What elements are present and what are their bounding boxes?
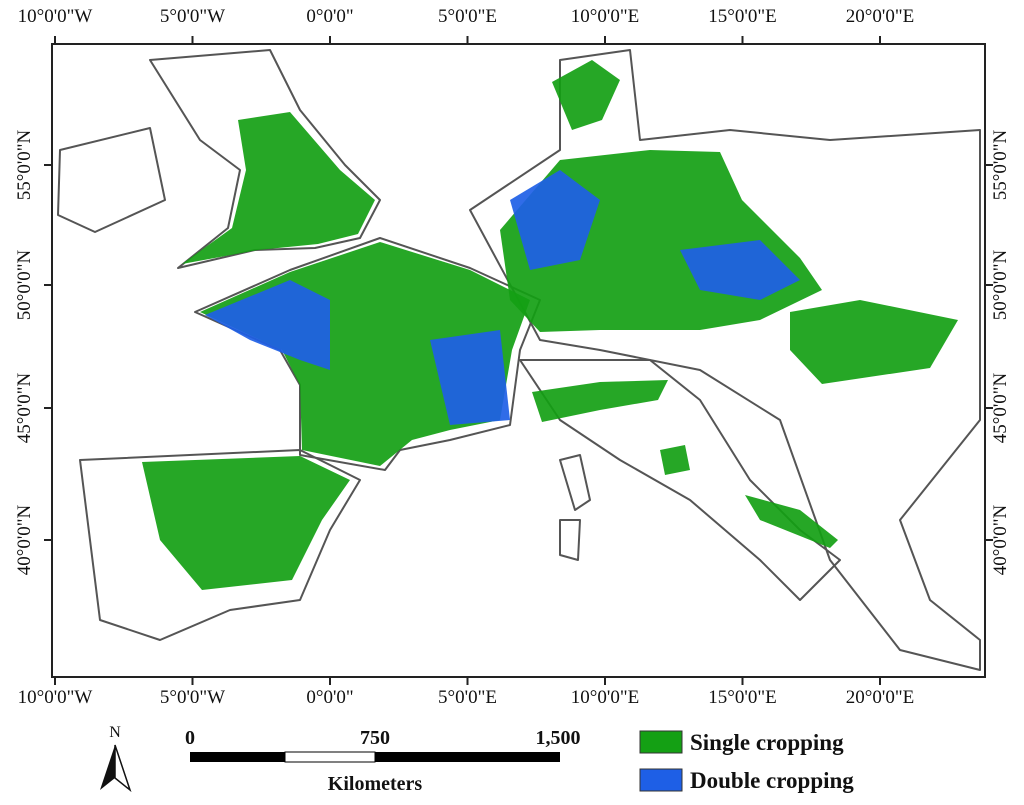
latitude-label: 55°0'0"N — [990, 129, 1011, 200]
italy — [519, 359, 841, 601]
longitude-label: 5°0'0"W — [160, 687, 225, 708]
scale-label: 0 — [185, 727, 195, 749]
latitude-label: 50°0'0"N — [990, 249, 1011, 320]
crop-area — [182, 112, 375, 264]
ireland — [57, 127, 166, 233]
crop-area — [790, 300, 958, 384]
longitude-label: 5°0'0"E — [438, 687, 497, 708]
legend: Single cropping Double cropping — [639, 730, 854, 793]
latitude-label: 45°0'0"N — [14, 372, 35, 443]
legend-label: Double cropping — [690, 768, 854, 793]
scale-seg — [284, 751, 376, 763]
longitude-label: 5°0'0"W — [160, 6, 225, 27]
central-europe — [469, 49, 981, 671]
longitude-label: 0°0'0" — [306, 6, 353, 27]
scale-unit: Kilometers — [328, 773, 423, 795]
latitude-label: 50°0'0"N — [14, 249, 35, 320]
north-label: N — [109, 724, 121, 741]
crop-area — [510, 170, 600, 270]
cropland — [142, 60, 958, 590]
graticule-labels: 10°0'0"W 10°0'0"W 5°0'0"W 5°0'0"W 0°0'0" 0°0'… — [14, 6, 1011, 708]
crop-area — [205, 280, 330, 370]
latitude-label: 40°0'0"N — [14, 504, 35, 575]
longitude-label: 10°0'0"W — [18, 6, 93, 27]
latitude-label: 45°0'0"N — [990, 372, 1011, 443]
crop-area — [430, 330, 510, 425]
coastlines — [57, 49, 981, 671]
crop-area — [552, 60, 620, 130]
longitude-label: 10°0'0"W — [18, 687, 93, 708]
latitude-label: 55°0'0"N — [14, 129, 35, 200]
arrow-right — [114, 744, 132, 793]
scale-seg — [375, 752, 560, 762]
scale-label: 750 — [360, 727, 390, 749]
north-arrow: N — [100, 724, 132, 793]
longitude-label: 0°0'0" — [306, 687, 353, 708]
longitude-label: 20°0'0"E — [846, 687, 914, 708]
scale-bar: 0 750 1,500 Kilometers — [185, 727, 581, 795]
crop-area — [142, 456, 350, 590]
crop-area — [745, 495, 838, 548]
longitude-label: 10°0'0"E — [571, 687, 639, 708]
britain — [149, 49, 381, 269]
legend-swatch — [639, 730, 683, 754]
crop-area — [532, 380, 668, 422]
latitude-label: 40°0'0"N — [990, 504, 1011, 575]
longitude-label: 20°0'0"E — [846, 6, 914, 27]
longitude-label: 15°0'0"E — [708, 687, 776, 708]
longitude-label: 5°0'0"E — [438, 6, 497, 27]
scale-seg — [190, 752, 285, 762]
iberia — [79, 449, 361, 641]
islands — [559, 454, 591, 561]
france — [194, 237, 541, 471]
longitude-label: 10°0'0"E — [571, 6, 639, 27]
scale-label: 1,500 — [536, 727, 581, 749]
arrow-left — [100, 745, 115, 790]
legend-label: Single cropping — [690, 730, 844, 755]
crop-area — [660, 445, 690, 475]
crop-area — [680, 240, 800, 300]
legend-swatch — [639, 768, 683, 792]
longitude-label: 15°0'0"E — [708, 6, 776, 27]
